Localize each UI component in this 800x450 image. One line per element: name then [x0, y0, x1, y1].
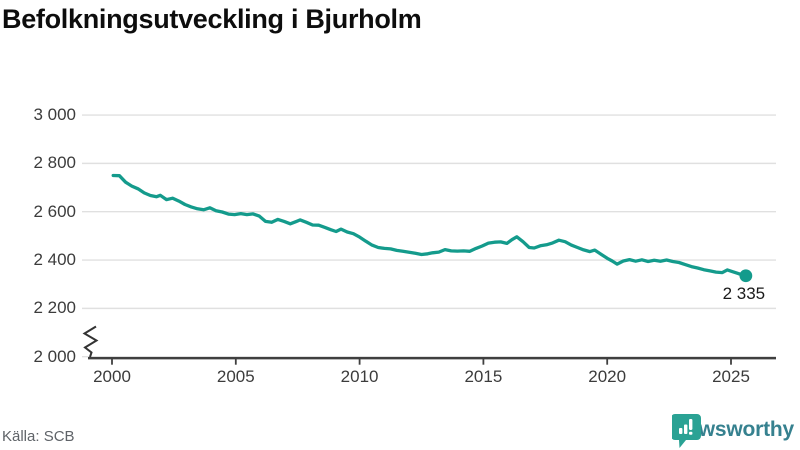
x-tick-label: 2010 [340, 367, 379, 386]
y-tick-label: 3 000 [33, 105, 76, 125]
y-tick-label: 2 000 [33, 346, 76, 366]
x-tick-label: 2005 [216, 367, 255, 386]
logo-text: Newsworthy [672, 418, 794, 441]
x-tick-label: 2015 [464, 367, 503, 386]
x-tick-label: 2020 [588, 367, 627, 386]
y-tick-label: 2 600 [33, 201, 76, 221]
end-point-label: 2 335 [722, 284, 766, 304]
bar-chart-speech-bubble-icon [672, 414, 702, 448]
x-tick-label: 2000 [93, 367, 131, 386]
end-point-dot [739, 269, 753, 283]
source-label: Källa: SCB [2, 428, 75, 445]
y-tick-label: 2 400 [33, 250, 76, 270]
population-line [111, 173, 748, 278]
y-tick-label: 2 200 [33, 298, 76, 318]
x-tick-label: 2025 [712, 367, 750, 386]
y-tick-label: 2 800 [33, 153, 76, 173]
axis-break-icon [82, 325, 99, 358]
chart-title: Befolkningsutveckling i Bjurholm [2, 4, 422, 34]
newsworthy-logo[interactable]: Newsworthy [672, 413, 794, 448]
